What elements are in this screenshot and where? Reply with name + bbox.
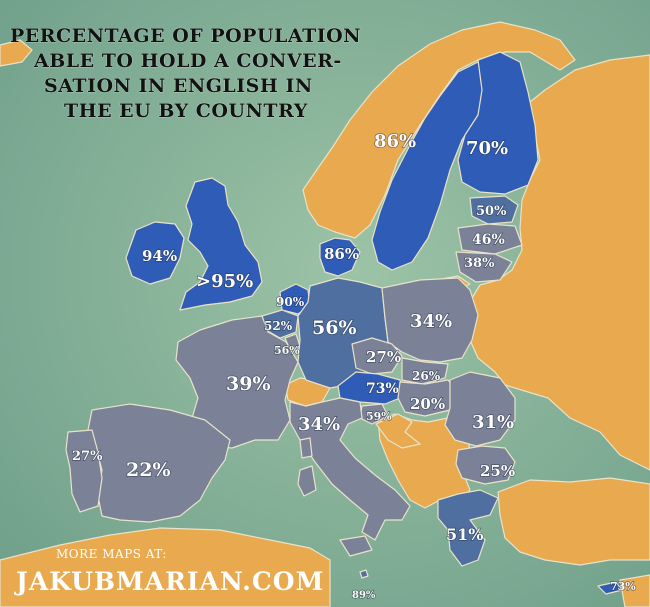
label-lithuania: 38% [464,256,495,271]
label-belgium: 52% [264,319,293,333]
label-france: 39% [226,373,271,395]
label-romania: 31% [472,412,514,433]
italy-shape [289,397,411,541]
label-germany: 56% [312,317,357,339]
czechia-shape [351,337,403,375]
title-line-2: ABLE TO HOLD A CONVER- [33,50,342,72]
cyprus-shape [597,581,623,595]
bulgaria-shape [455,445,516,485]
label-denmark: 86% [324,245,359,263]
latvia-shape [457,223,523,255]
title-line-1: PERCENTAGE OF POPULATION [10,25,361,47]
title-line-4: THE EU BY COUNTRY [64,100,308,122]
poland-shape [381,277,479,363]
estonia-shape [469,195,519,225]
label-estonia: 50% [476,204,507,219]
sicily-shape [339,535,373,557]
slovakia-shape [401,357,449,385]
croatia-shape [375,413,421,449]
levant-shape [619,574,650,607]
map-title: PERCENTAGE OF POPULATION ABLE TO HOLD A … [10,25,362,123]
label-ireland: 94% [142,247,177,265]
north-africa-shape [0,527,331,607]
malta-shape [359,569,369,579]
corsica-shape [299,437,313,459]
label-spain: 22% [126,459,171,481]
finland-shape [457,51,539,195]
non-eu-land [0,21,650,607]
sardinia-shape [297,465,317,497]
label-sweden: 86% [374,131,416,152]
portugal-shape [65,429,103,513]
label-czechia: 27% [366,348,401,366]
footer: MORE MAPS AT: JAKUBMARIAN.COM [14,547,324,596]
label-portugal: 27% [72,449,103,464]
label-poland: 34% [410,311,452,332]
label-italy: 34% [298,414,340,435]
label-uk: >95% [196,271,253,292]
more-maps-text: MORE MAPS AT: [56,547,167,561]
label-latvia: 46% [472,232,505,248]
label-slovenia: 59% [366,410,392,423]
eu-countries [65,51,623,595]
romania-shape [444,371,516,447]
label-austria: 73% [366,381,399,397]
label-cyprus: 73% [610,580,636,593]
norway-shape [302,21,576,239]
iceland-shape [0,39,33,67]
uk-shape [179,177,263,311]
greece-shape [437,489,499,567]
site-url[interactable]: JAKUBMARIAN.COM [14,567,324,596]
label-netherlands: 90% [276,295,305,309]
label-hungary: 20% [410,395,445,413]
label-luxembourg: 56% [274,344,300,357]
switzerland-shape [284,377,331,407]
turkey-shape [497,477,650,566]
ireland-shape [125,221,185,285]
title-line-3: SATION IN ENGLISH IN [44,75,313,97]
eastern-europe-shape [467,54,650,471]
label-bulgaria: 25% [480,462,515,480]
denmark-shape [319,237,361,277]
country-labels: 94% >95% 86% 70% 50% 46% 38% 86% 90% 52%… [71,130,637,601]
label-greece: 51% [446,525,483,544]
label-slovakia: 26% [412,369,441,383]
label-finland: 70% [466,138,508,159]
lithuania-shape [455,251,513,283]
label-malta: 89% [352,590,376,601]
france-shape [175,315,299,449]
